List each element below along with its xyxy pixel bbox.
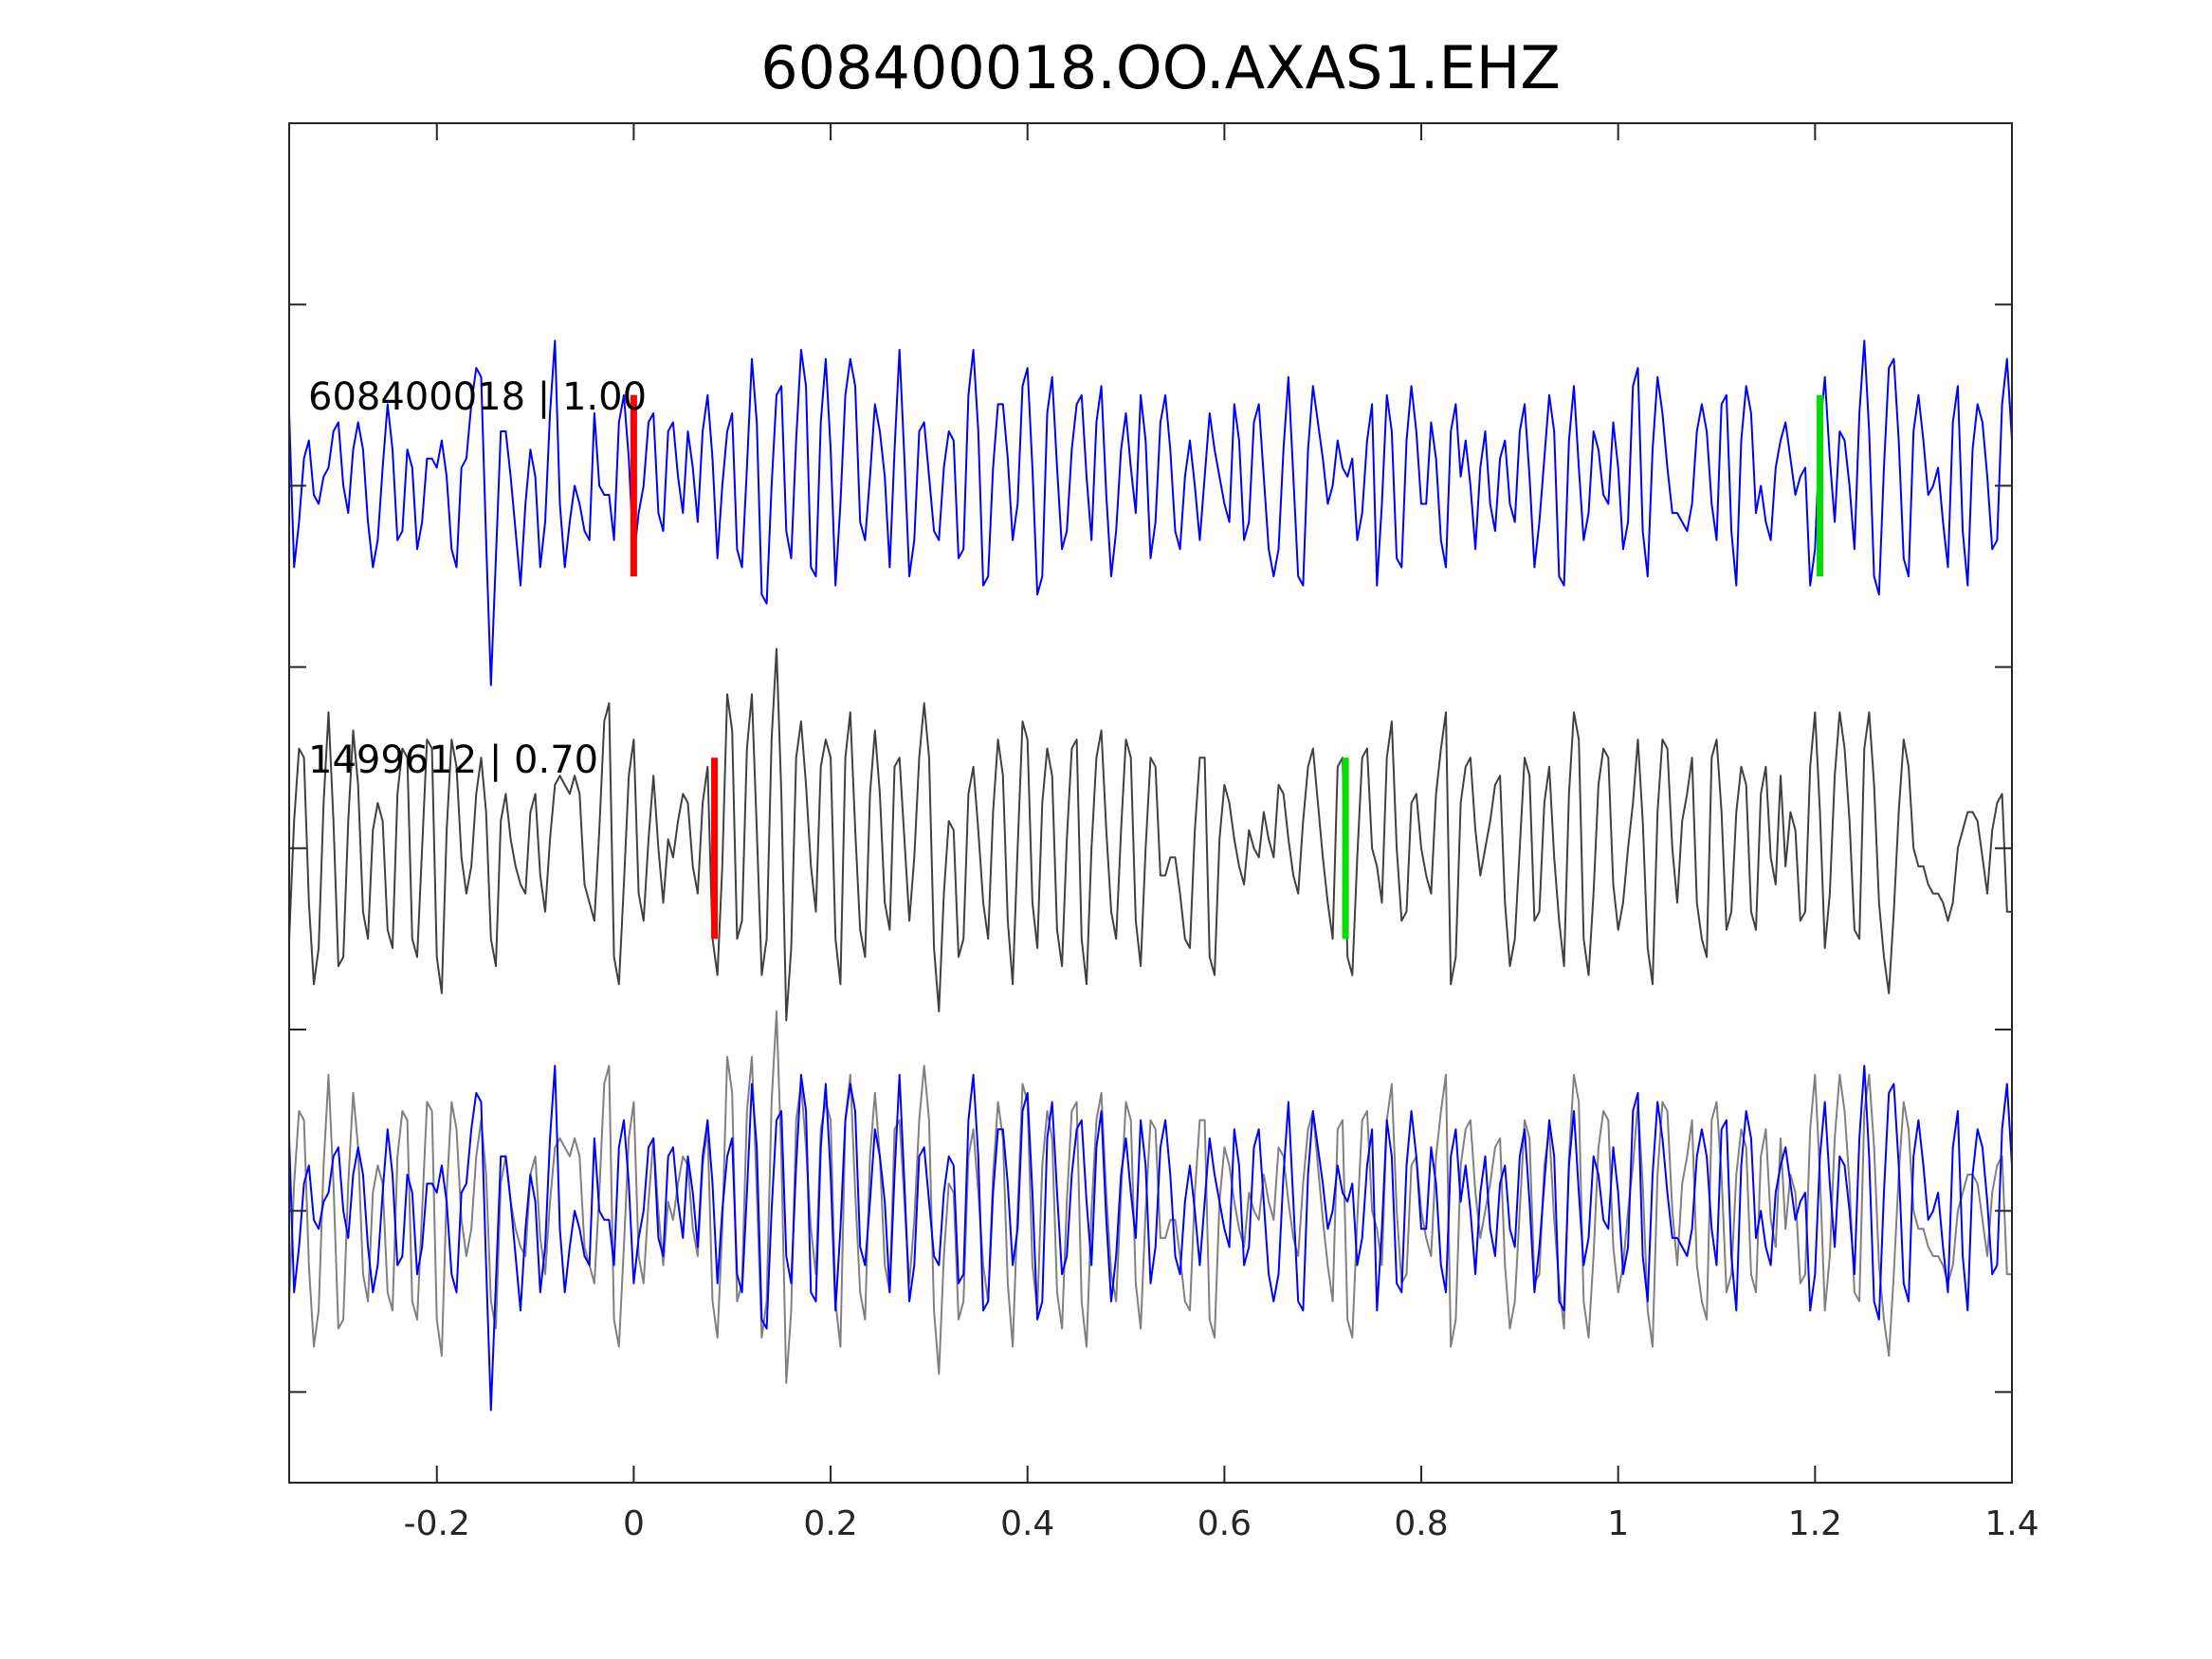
traces [288, 339, 2013, 1412]
x-tick-label-2: 0.2 [803, 1504, 857, 1543]
chart-title: 608400018.OO.AXAS1.EHZ [760, 33, 1561, 102]
x-tick-label-3: 0.4 [1000, 1504, 1054, 1543]
x-tick-label-6: 1 [1607, 1504, 1629, 1543]
phase-picks [630, 394, 1824, 939]
trace-master-line [288, 339, 2013, 686]
x-tick-label-8: 1.4 [1984, 1504, 2038, 1543]
x-tick-label-4: 0.6 [1197, 1504, 1252, 1543]
overlay-template-line [288, 1010, 2012, 1384]
trace-labels: 608400018 | 1.00 1499612 | 0.70 [308, 375, 647, 782]
overlay-master-line [288, 1065, 2013, 1412]
trace-label-master: 608400018 | 1.00 [308, 375, 647, 419]
axis-ticks: -0.2 0 0.2 0.4 0.6 0.8 1 1.2 1.4 [289, 123, 2039, 1543]
trace-template-line [288, 647, 2012, 1022]
x-tick-label-7: 1.2 [1788, 1504, 1842, 1543]
x-tick-label-0: -0.2 [404, 1504, 470, 1543]
trace-label-template: 1499612 | 0.70 [308, 738, 598, 782]
plot-frame [288, 122, 2013, 1484]
x-tick-label-5: 0.8 [1394, 1504, 1448, 1543]
x-tick-label-1: 0 [623, 1504, 645, 1543]
